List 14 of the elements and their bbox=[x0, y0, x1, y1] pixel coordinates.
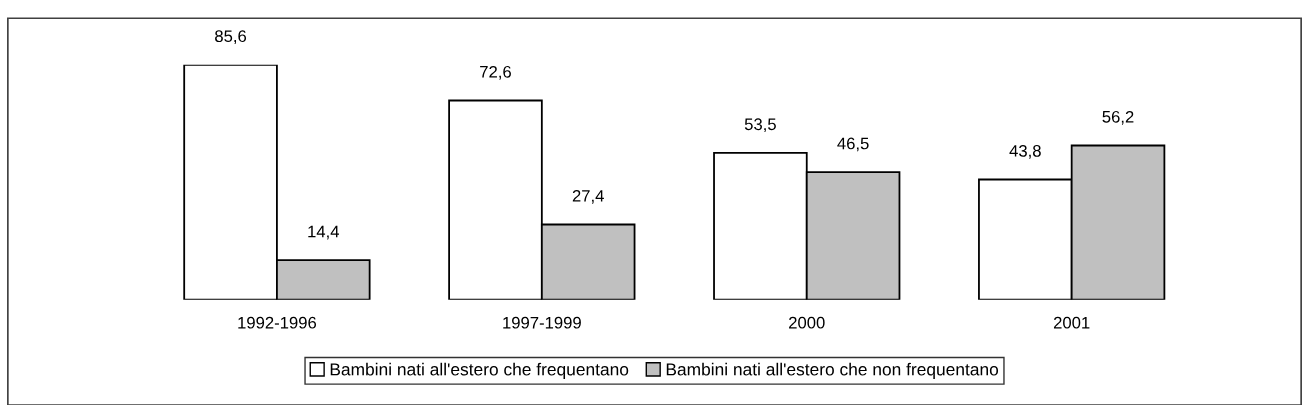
data-label: 72,6 bbox=[480, 65, 511, 80]
data-label: 46,5 bbox=[837, 137, 869, 152]
x-tick-label: 2001 bbox=[1053, 316, 1090, 329]
legend-label: Bambini nati all'estero che non frequentano bbox=[666, 362, 999, 379]
data-label: 27,4 bbox=[572, 189, 604, 204]
data-label: 85,6 bbox=[215, 30, 247, 45]
data-label: 56,2 bbox=[1102, 110, 1134, 125]
data-label: 53,5 bbox=[744, 118, 776, 133]
x-tick-label: 2000 bbox=[789, 316, 825, 329]
legend-label: Bambini nati all'estero che frequentano bbox=[330, 362, 629, 379]
data-label: 43,8 bbox=[1009, 144, 1041, 159]
x-tick-label: 1992-1996 bbox=[238, 316, 317, 329]
x-tick-label: 1997-1999 bbox=[503, 316, 581, 329]
data-label: 14,4 bbox=[308, 225, 340, 240]
